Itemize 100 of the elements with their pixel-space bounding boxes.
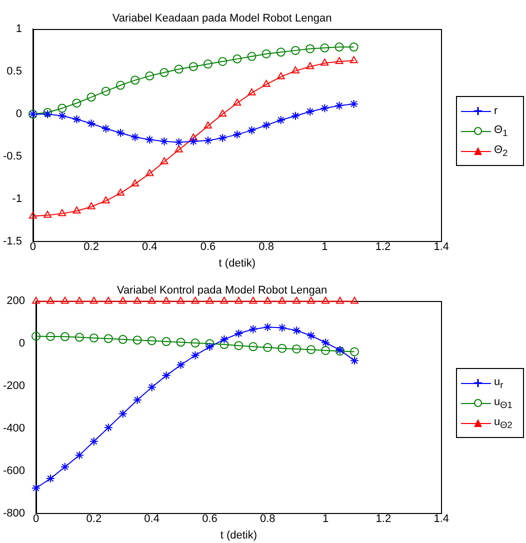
- point: [176, 360, 186, 370]
- y-tick-label: -1.5: [2, 236, 22, 248]
- point: [160, 68, 169, 78]
- point: [28, 212, 37, 219]
- point: [118, 296, 127, 304]
- y-tick-label: -200: [2, 380, 26, 392]
- point: [86, 119, 96, 128]
- x-tick-label: 0.6: [200, 241, 216, 254]
- x-tick-label: 0.8: [260, 513, 276, 526]
- point: [146, 169, 154, 176]
- point: [321, 338, 330, 348]
- point: [162, 296, 170, 304]
- point: [145, 71, 154, 80]
- point: [148, 296, 156, 304]
- point: [278, 344, 287, 353]
- point: [44, 210, 52, 218]
- point: [320, 43, 330, 52]
- point: [320, 58, 329, 66]
- x-tick-label: 0.4: [144, 513, 160, 526]
- point: [174, 64, 184, 74]
- point: [278, 323, 287, 332]
- point: [248, 88, 256, 96]
- y-tick-label: 200: [6, 295, 26, 308]
- point: [160, 157, 168, 164]
- point: [306, 331, 316, 340]
- point: [204, 122, 212, 129]
- point: [248, 342, 258, 352]
- point: [191, 296, 200, 304]
- point: [292, 344, 302, 354]
- point: [263, 343, 272, 352]
- point: [350, 347, 359, 356]
- legend-label: u$_{r}$: [494, 376, 504, 390]
- point: [189, 133, 198, 140]
- point: [132, 336, 142, 345]
- point: [262, 49, 271, 58]
- y-tick-label: -800: [2, 508, 26, 520]
- point: [349, 42, 358, 52]
- point: [292, 66, 300, 74]
- point: [234, 296, 243, 304]
- point: [218, 110, 227, 117]
- point: [32, 332, 41, 341]
- point: [101, 86, 110, 96]
- point: [203, 136, 212, 145]
- point: [74, 332, 84, 342]
- point: [336, 296, 344, 304]
- x-tick-label: 0: [30, 241, 36, 254]
- point: [203, 60, 212, 69]
- point: [290, 111, 300, 120]
- y-tick-label: -1: [12, 193, 22, 206]
- point: [262, 120, 271, 130]
- legend-label: u$_{Θ2}$: [494, 416, 512, 430]
- point: [321, 346, 330, 355]
- point: [188, 62, 198, 72]
- point: [190, 350, 200, 360]
- point: [276, 48, 286, 57]
- point: [32, 296, 40, 304]
- x-tick-label: 0.2: [84, 241, 99, 254]
- point: [350, 56, 358, 64]
- point: [145, 135, 154, 144]
- point: [306, 62, 314, 70]
- point: [72, 206, 81, 214]
- point: [247, 126, 256, 135]
- y-tick-label: -0.5: [2, 150, 22, 163]
- x-axis-title: t (detik): [218, 257, 256, 270]
- point: [58, 111, 67, 120]
- point: [101, 124, 110, 134]
- point: [249, 296, 258, 304]
- point: [102, 196, 110, 204]
- point: [320, 104, 330, 113]
- point: [162, 371, 171, 380]
- point: [306, 107, 315, 116]
- point: [174, 145, 183, 152]
- point: [334, 101, 344, 110]
- x-tick-label: 0: [32, 513, 40, 526]
- y-tick-label: -400: [2, 422, 26, 435]
- point: [234, 341, 244, 350]
- y-tick-label: 0.5: [6, 66, 22, 78]
- point: [334, 42, 344, 52]
- point: [220, 296, 228, 304]
- point: [247, 52, 256, 61]
- point: [116, 188, 124, 196]
- point: [74, 450, 84, 460]
- x-tick-label: 0.6: [202, 513, 218, 526]
- point: [350, 356, 359, 366]
- y-tick-label: 0: [16, 108, 22, 120]
- point: [58, 209, 66, 216]
- point: [205, 339, 214, 348]
- point: [89, 436, 98, 446]
- point: [307, 296, 316, 304]
- point: [147, 336, 156, 346]
- point: [147, 382, 156, 392]
- point: [218, 133, 228, 142]
- legend-label: Θ$_{1}$: [494, 124, 508, 138]
- point: [162, 337, 171, 346]
- point: [90, 296, 98, 304]
- point: [220, 340, 229, 350]
- legend-label: r: [494, 105, 498, 117]
- x-tick-label: 0.2: [86, 513, 102, 526]
- point: [32, 484, 41, 493]
- y-tick-label: -600: [2, 465, 26, 478]
